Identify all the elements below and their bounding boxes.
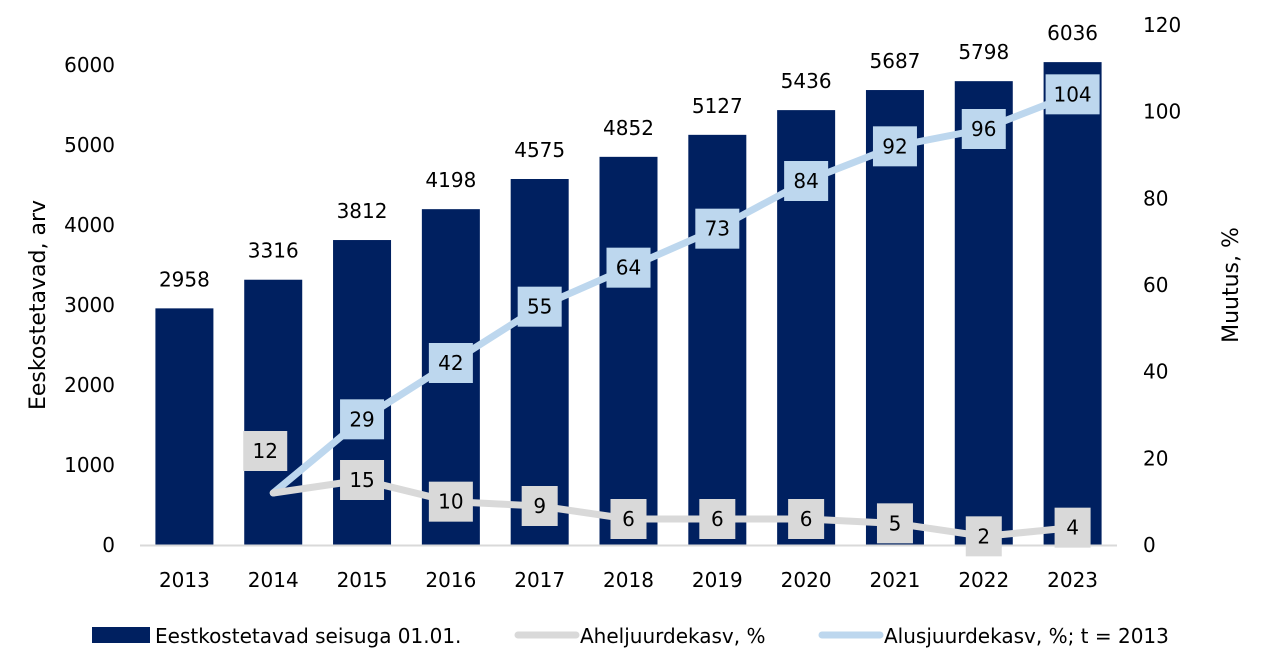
x-tick-label: 2014 (248, 568, 299, 592)
data-label-box (699, 499, 736, 539)
right-axis-ticks: 0 20 40 60 80 100 120 (1143, 13, 1181, 557)
data-label-box (961, 109, 1006, 149)
data-label: 2 (977, 524, 990, 548)
line-path (269, 90, 1077, 497)
right-tick-label: 0 (1143, 533, 1156, 557)
data-label: 6 (711, 507, 724, 531)
line-path (269, 476, 1077, 540)
data-label-box (784, 161, 829, 201)
data-label: 29 (349, 407, 374, 431)
data-label-box (1045, 74, 1100, 115)
bar-value-label: 5127 (692, 94, 743, 118)
bar-value-label: 2958 (159, 267, 210, 291)
x-tick-label: 2015 (337, 568, 388, 592)
data-label: 42 (438, 351, 463, 375)
data-label: 64 (616, 256, 641, 280)
bar-value-label: 5798 (958, 40, 1009, 64)
data-label: 12 (253, 439, 278, 463)
legend-label: Alusjuurdekasv, %; t = 2013 (884, 624, 1169, 648)
legend-label: Aheljuurdekasv, % (580, 624, 765, 648)
bar-value-label: 5436 (781, 69, 832, 93)
left-tick-label: 0 (102, 533, 115, 557)
data-label: 6 (800, 507, 813, 531)
bar (155, 308, 214, 545)
data-label-box (876, 503, 913, 544)
bar-value-label: 5687 (870, 49, 921, 73)
data-label: 15 (349, 468, 374, 492)
x-tick-label: 2020 (781, 568, 832, 592)
left-tick-label: 3000 (64, 293, 115, 317)
data-label: 10 (438, 490, 463, 514)
data-label-box (340, 460, 385, 500)
bar (510, 179, 569, 545)
data-label: 104 (1053, 82, 1091, 106)
x-tick-label: 2023 (1047, 568, 1098, 592)
bar (1043, 62, 1102, 546)
x-tick-label: 2017 (514, 568, 565, 592)
bar-value-label: 3316 (248, 239, 299, 263)
x-tick-label: 2013 (159, 568, 210, 592)
bar-value-label: 4852 (603, 116, 654, 140)
data-label: 73 (705, 217, 730, 241)
legend-label: Eestkostetavad seisuga 01.01. (155, 624, 461, 648)
data-label-box (606, 247, 651, 288)
bar-value-label: 4575 (514, 138, 565, 162)
bar (688, 134, 747, 545)
data-label-box (243, 431, 288, 471)
left-tick-label: 2000 (64, 373, 115, 397)
x-tick-label: 2019 (692, 568, 743, 592)
left-axis-title: Eeskostetavad, arv (26, 200, 51, 410)
legend-swatch-bar (92, 627, 150, 643)
x-tick-label: 2018 (603, 568, 654, 592)
data-label-box (517, 286, 562, 327)
data-label: 55 (527, 295, 552, 319)
data-label: 4 (1066, 516, 1079, 540)
right-tick-label: 100 (1143, 100, 1181, 124)
data-label-box (428, 481, 473, 522)
bar (599, 156, 658, 545)
data-label: 92 (882, 134, 907, 158)
left-tick-label: 6000 (64, 53, 115, 77)
left-tick-label: 4000 (64, 213, 115, 237)
legend: Eestkostetavad seisuga 01.01. Aheljuurdek… (92, 624, 1169, 648)
x-tick-label: 2021 (870, 568, 921, 592)
x-tick-label: 2016 (425, 568, 476, 592)
x-axis-labels: 2013 2014 2015 2016 2017 2018 2019 2020 2021 2022… (159, 568, 1098, 592)
data-label-box (340, 399, 385, 440)
bar-value-label: 4198 (425, 168, 476, 192)
bar (954, 81, 1013, 545)
right-tick-label: 80 (1143, 186, 1168, 210)
data-label: 6 (622, 507, 635, 531)
left-axis-ticks: 0 1000 2000 3000 4000 5000 6000 (64, 53, 115, 557)
data-label-box (695, 208, 740, 249)
data-label-box (965, 516, 1002, 557)
right-tick-label: 20 (1143, 446, 1168, 470)
right-tick-label: 120 (1143, 13, 1181, 37)
data-label-box (1054, 507, 1091, 548)
right-tick-label: 40 (1143, 360, 1168, 384)
bar (244, 279, 303, 545)
left-tick-label: 5000 (64, 133, 115, 157)
right-axis-title: Muutus, % (1219, 227, 1244, 343)
data-label: 84 (793, 169, 818, 193)
data-label-box (610, 499, 647, 539)
left-tick-label: 1000 (64, 453, 115, 477)
data-label-box (872, 126, 917, 167)
data-label: 5 (889, 511, 902, 535)
data-label: 9 (533, 494, 546, 518)
bar-value-label: 3812 (337, 199, 388, 223)
data-label: 96 (971, 117, 996, 141)
bar-value-label: 6036 (1047, 21, 1098, 45)
data-label-box (428, 343, 473, 383)
x-tick-label: 2022 (958, 568, 1009, 592)
right-tick-label: 60 (1143, 273, 1168, 297)
data-label-box (788, 499, 825, 539)
data-label-box (521, 486, 558, 526)
